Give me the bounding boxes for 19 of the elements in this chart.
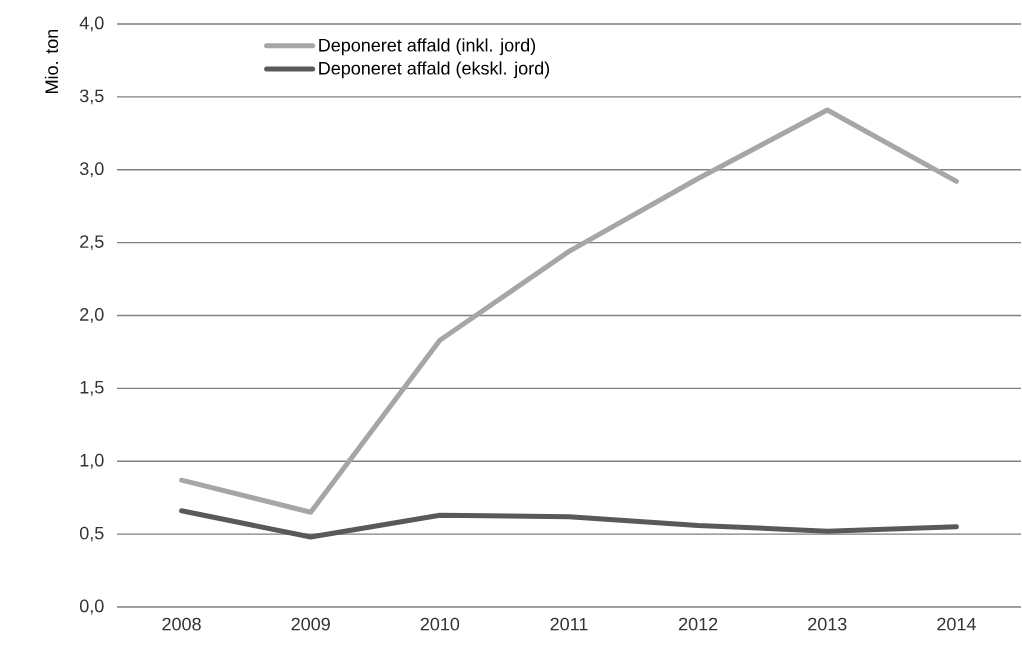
legend-label: Deponeret affald (ekskl. jord) xyxy=(319,61,550,79)
x-tick-label: 2009 xyxy=(291,617,330,631)
y-tick-label: 2,5 xyxy=(80,235,104,251)
x-tick-label: 2013 xyxy=(808,617,847,631)
y-tick-label: 2,0 xyxy=(80,308,104,323)
y-tick-label: 3,5 xyxy=(79,89,104,105)
y-axis-title: Mio. ton xyxy=(44,29,59,93)
y-tick-label: 0,5 xyxy=(79,526,104,542)
y-tick-label: 0,0 xyxy=(79,599,104,615)
y-tick-label: 1,5 xyxy=(80,381,104,396)
x-tick-label: 2010 xyxy=(420,617,460,631)
y-tick-label: 4,0 xyxy=(79,16,104,32)
y-tick-label: 3,0 xyxy=(79,162,104,178)
x-tick-label: 2012 xyxy=(679,617,718,631)
x-tick-label: 2014 xyxy=(937,617,976,631)
legend-label: Deponeret affald (inkl. jord) xyxy=(319,38,536,56)
y-tick-label: 1,0 xyxy=(80,453,104,469)
x-tick-label: 2011 xyxy=(550,617,588,631)
x-tick-label: 2008 xyxy=(162,617,201,631)
